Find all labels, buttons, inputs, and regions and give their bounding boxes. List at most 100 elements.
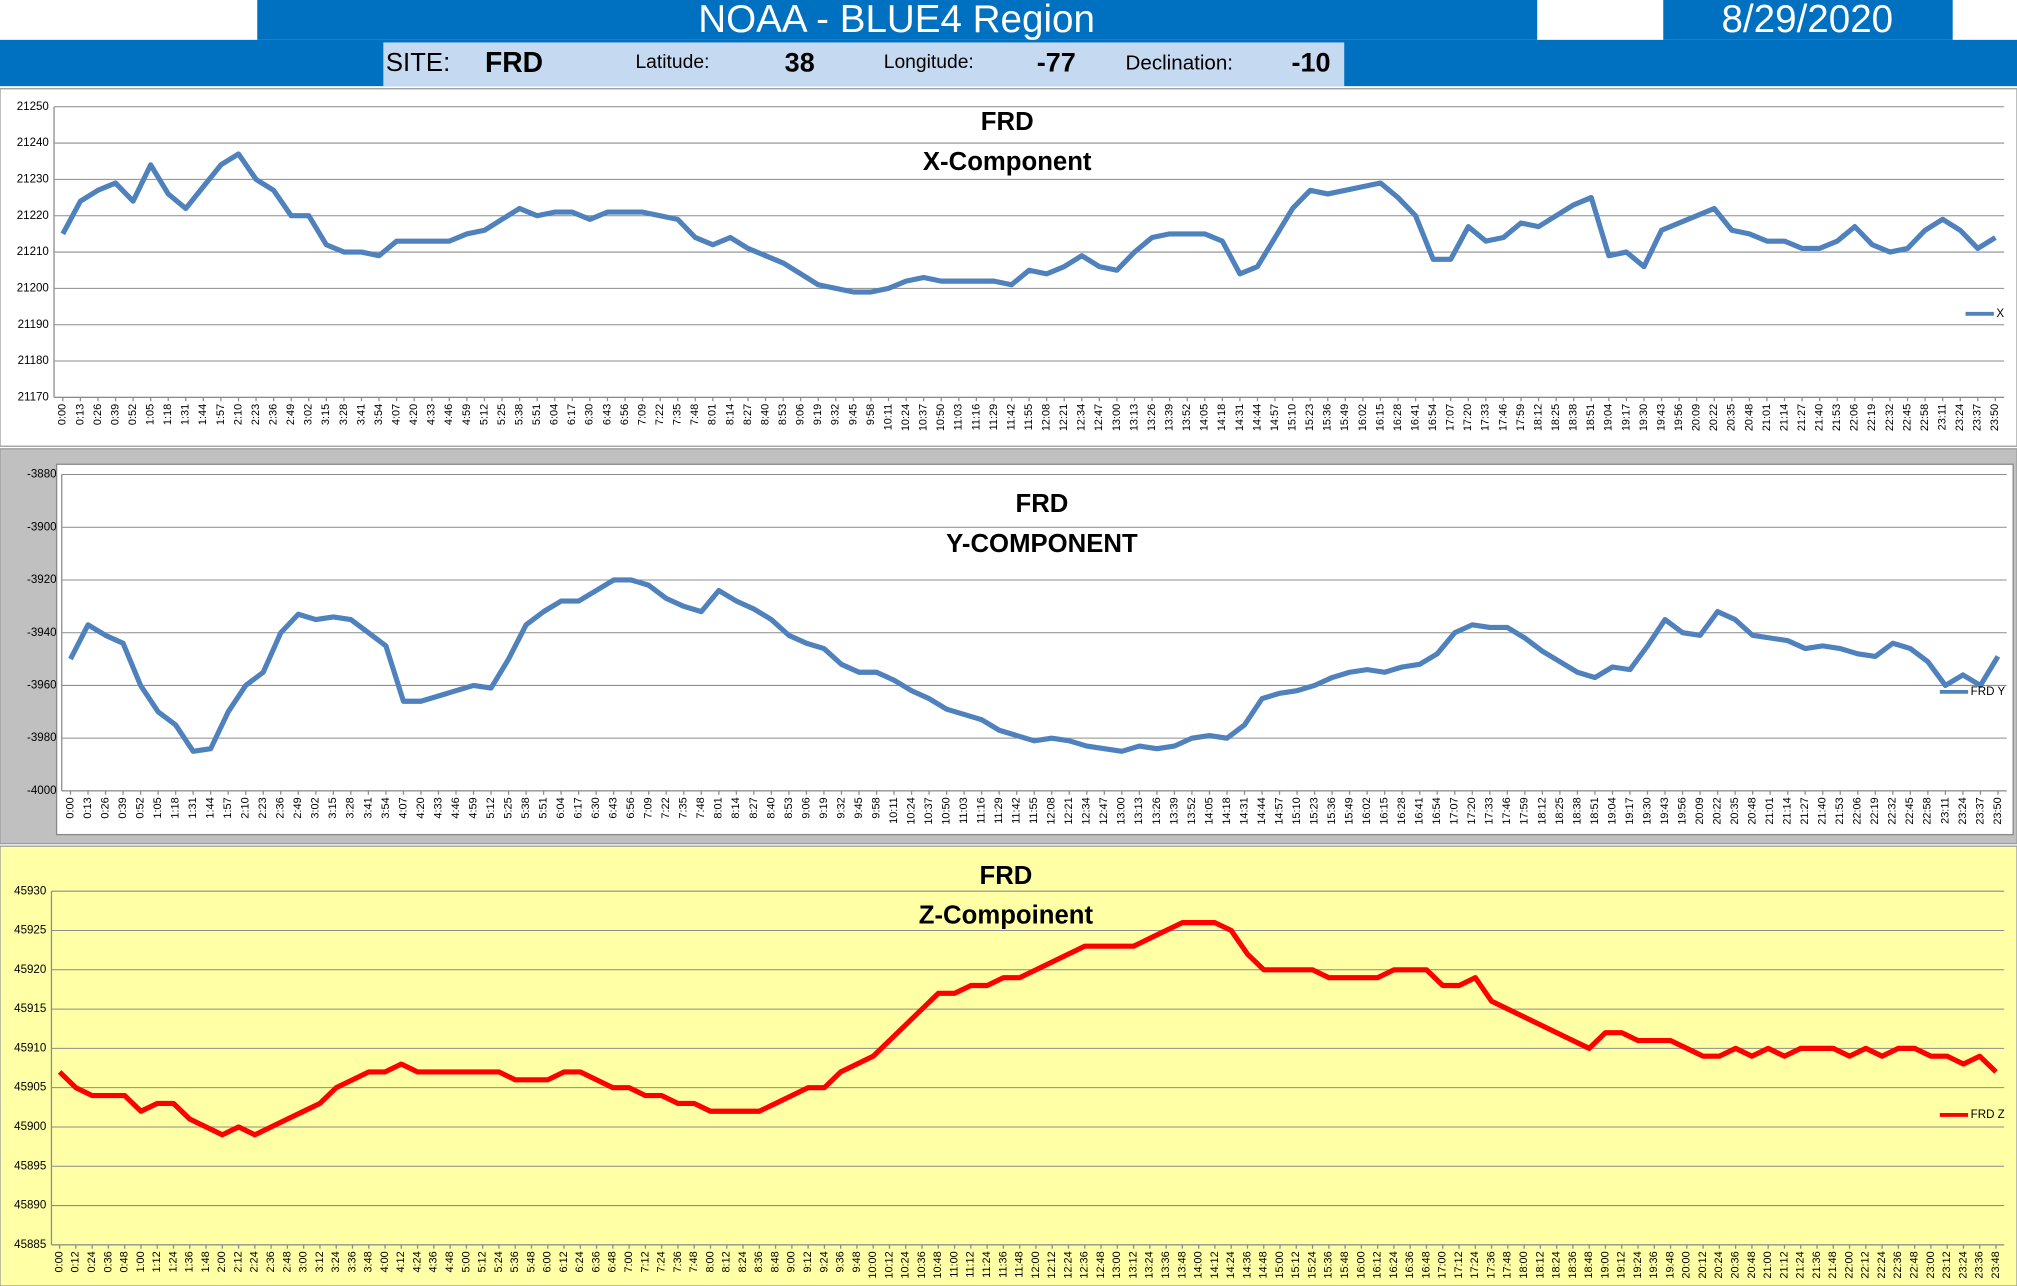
x-tick-label: 7:48 — [688, 1251, 700, 1272]
x-tick-label: 1:05 — [152, 797, 164, 818]
x-tick-label: 7:35 — [678, 797, 690, 818]
x-tick-label: 20:35 — [1726, 404, 1738, 431]
y-tick-label: 21200 — [17, 282, 49, 294]
x-tick-label: 3:02 — [310, 797, 322, 818]
x-tick-label: 14:36 — [1241, 1251, 1253, 1278]
x-tick-label: 1:18 — [170, 797, 182, 818]
data-line — [57, 920, 1998, 1138]
declination: -10 — [1291, 47, 1330, 77]
x-tick-label: 11:42 — [1005, 404, 1017, 431]
x-tick-label: 21:48 — [1827, 1251, 1839, 1278]
date: 8/29/2020 — [1722, 0, 1894, 41]
x-tick-label: 0:52 — [127, 404, 139, 425]
x-tick-label: 7:22 — [660, 797, 672, 818]
x-tick-label: 22:36 — [1892, 1251, 1904, 1278]
info-panel — [383, 42, 1345, 87]
x-tick-label: 18:48 — [1583, 1251, 1595, 1278]
x-tick-label: 11:16 — [970, 404, 982, 431]
chart-title: FRD — [1016, 490, 1069, 518]
x-tick-label: 0:13 — [74, 404, 86, 425]
x-tick-label: 9:32 — [830, 404, 842, 425]
x-tick-label: 14:31 — [1234, 404, 1246, 431]
x-tick-label: 3:36 — [346, 1251, 358, 1272]
x-tick-label: 11:03 — [953, 404, 965, 431]
x-tick-label: 18:25 — [1550, 404, 1562, 431]
chart-panel — [0, 845, 2017, 1286]
x-tick-label: 19:17 — [1624, 797, 1636, 824]
x-tick-label: 11:00 — [948, 1251, 960, 1278]
y-tick-label: -3960 — [27, 680, 57, 692]
x-tick-label: 21:40 — [1817, 797, 1829, 824]
x-tick-label: 2:10 — [232, 404, 244, 425]
x-tick-label: 11:48 — [1014, 1251, 1026, 1278]
x-tick-label: 2:23 — [250, 404, 262, 425]
x-tick-label: 21:01 — [1764, 797, 1776, 824]
x-tick-label: 13:13 — [1128, 404, 1140, 431]
x-tick-label: 0:24 — [86, 1251, 98, 1272]
x-tick-label: 22:32 — [1884, 404, 1896, 431]
x-tick-label: 11:16 — [976, 797, 988, 824]
x-tick-label: 10:00 — [867, 1251, 879, 1278]
x-tick-label: 8:01 — [707, 404, 719, 425]
x-tick-label: 16:48 — [1420, 1251, 1432, 1278]
x-tick-label: 18:38 — [1571, 797, 1583, 824]
x-tick-label: 4:46 — [443, 404, 455, 425]
x-tick-label: 19:43 — [1659, 797, 1671, 824]
x-tick-label: 22:06 — [1852, 797, 1864, 824]
x-tick-label: 1:36 — [184, 1251, 196, 1272]
x-tick-label: 23:12 — [1941, 1251, 1953, 1278]
x-tick-label: 13:00 — [1111, 404, 1123, 431]
x-tick-label: 14:18 — [1221, 797, 1233, 824]
y-tick-label: -3920 — [27, 574, 57, 586]
x-tick-label: 10:36 — [916, 1251, 928, 1278]
x-tick-label: 20:22 — [1708, 404, 1720, 431]
x-tick-label: 16:41 — [1409, 404, 1421, 431]
x-tick-label: 14:05 — [1203, 797, 1215, 824]
x-tick-label: 22:24 — [1876, 1251, 1888, 1278]
x-tick-label: 16:00 — [1355, 1251, 1367, 1278]
y-tick-label: 21170 — [18, 391, 49, 403]
x-tick-label: 0:52 — [134, 797, 146, 818]
x-tick-label: 1:12 — [151, 1251, 163, 1272]
x-tick-label: 1:44 — [205, 797, 217, 818]
x-tick-label: 6:48 — [607, 1251, 619, 1272]
x-tick-label: 5:51 — [537, 797, 549, 818]
x-tick-label: 20:48 — [1746, 1251, 1758, 1278]
x-tick-label: 4:07 — [397, 797, 409, 818]
y-tick-label: 45925 — [14, 925, 46, 937]
x-tick-label: 15:36 — [1322, 404, 1334, 431]
x-tick-label: 22:58 — [1919, 404, 1931, 431]
x-tick-label: 6:24 — [574, 1251, 586, 1272]
x-tick-label: 7:48 — [695, 797, 707, 818]
x-tick-label: 8:24 — [737, 1251, 749, 1272]
x-tick-label: 8:53 — [777, 404, 789, 425]
x-tick-label: 7:35 — [672, 404, 684, 425]
x-tick-label: 9:00 — [786, 1251, 798, 1272]
x-tick-label: 12:47 — [1093, 404, 1105, 431]
x-tick-label: 22:32 — [1887, 797, 1899, 824]
chart-subtitle: X-Component — [923, 148, 1092, 176]
x-tick-label: 18:24 — [1551, 1251, 1563, 1278]
x-tick-label: 11:29 — [993, 797, 1005, 824]
x-tick-label: 8:40 — [765, 797, 777, 818]
x-tick-label: 3:28 — [345, 797, 357, 818]
longitude-label: Longitude: — [884, 52, 974, 73]
x-tick-label: 21:40 — [1814, 404, 1826, 431]
x-tick-label: 17:20 — [1462, 404, 1474, 431]
y-tick-label: -3940 — [27, 627, 57, 639]
x-tick-label: 10:37 — [923, 797, 935, 824]
x-tick-label: 19:48 — [1664, 1251, 1676, 1278]
x-tick-label: 10:50 — [935, 404, 947, 431]
x-tick-label: 16:24 — [1388, 1251, 1400, 1278]
x-tick-label: 3:24 — [330, 1251, 342, 1272]
x-tick-label: 11:42 — [1011, 797, 1023, 824]
x-tick-label: 19:56 — [1676, 797, 1688, 824]
x-tick-label: 12:24 — [1062, 1251, 1074, 1278]
x-tick-label: 20:00 — [1681, 1251, 1693, 1278]
x-tick-label: 14:24 — [1225, 1251, 1237, 1278]
x-tick-label: 15:00 — [1274, 1251, 1286, 1278]
x-tick-label: 10:24 — [900, 1251, 912, 1278]
y-tick-label: -3880 — [27, 469, 57, 481]
x-tick-label: 7:24 — [656, 1251, 668, 1272]
